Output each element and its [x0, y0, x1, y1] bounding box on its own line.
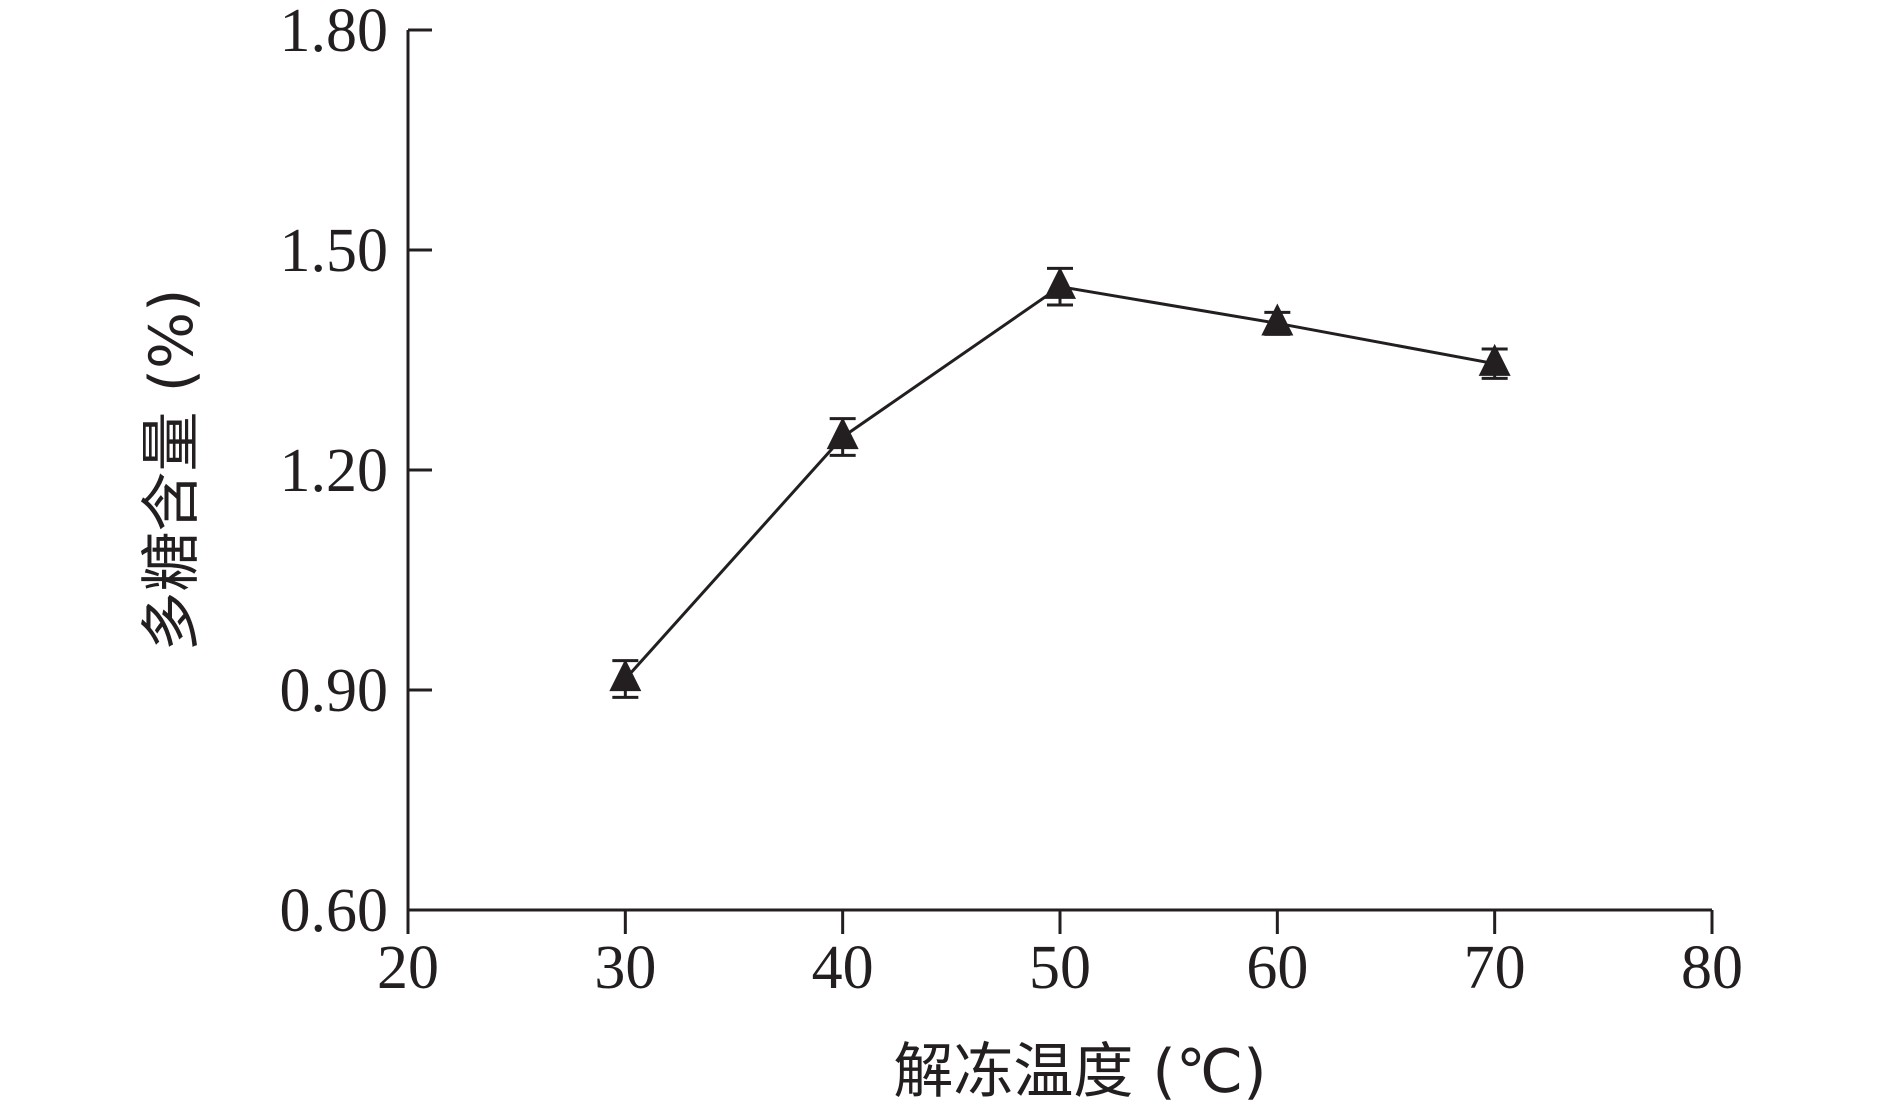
- data-point-marker: [1261, 303, 1294, 336]
- x-tick-label: 20: [377, 934, 439, 1002]
- axes: [406, 30, 1712, 912]
- y-tick-label: 0.90: [280, 657, 389, 725]
- data-point-marker: [826, 417, 859, 450]
- data-point-marker: [1044, 266, 1076, 299]
- y-tick-label: 1.50: [280, 217, 389, 285]
- x-tick-label: 70: [1464, 934, 1526, 1002]
- y-tick-label: 1.80: [280, 0, 389, 65]
- x-tick-label: 40: [812, 934, 874, 1002]
- x-tick-label: 80: [1681, 934, 1743, 1002]
- data-point-marker: [1478, 343, 1511, 376]
- series-line: [624, 285, 1495, 681]
- y-axis-ticks: 0.60 0.90 1.20 1.50 1.80: [280, 0, 432, 945]
- x-tick-label: 60: [1246, 934, 1308, 1002]
- y-tick-label: 0.60: [280, 877, 389, 945]
- y-axis-title: 多糖含量 (%): [137, 289, 207, 652]
- series-layer: [609, 266, 1511, 699]
- x-tick-label: 50: [1029, 934, 1091, 1002]
- x-axis-ticks: 20 30 40 50 60 70 80: [377, 910, 1743, 1002]
- data-point-marker: [609, 659, 642, 692]
- x-tick-label: 30: [594, 934, 656, 1002]
- y-tick-label: 1.20: [280, 437, 389, 505]
- x-axis-title: 解冻温度 (℃): [893, 1037, 1266, 1107]
